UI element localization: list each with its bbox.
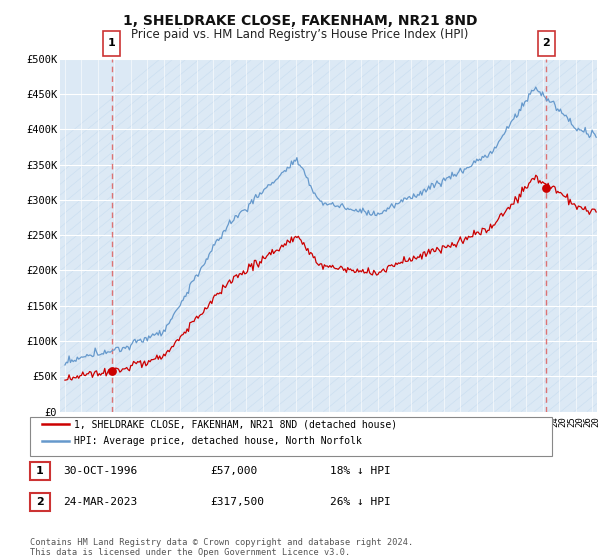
Text: 18% ↓ HPI: 18% ↓ HPI: [330, 466, 391, 476]
Text: £57,000: £57,000: [210, 466, 257, 476]
Text: 1, SHELDRAKE CLOSE, FAKENHAM, NR21 8ND: 1, SHELDRAKE CLOSE, FAKENHAM, NR21 8ND: [123, 14, 477, 28]
Text: Contains HM Land Registry data © Crown copyright and database right 2024.
This d: Contains HM Land Registry data © Crown c…: [30, 538, 413, 557]
Text: 2: 2: [36, 497, 44, 507]
Text: 2: 2: [542, 39, 550, 48]
Point: [107, 367, 116, 376]
Text: HPI: Average price, detached house, North Norfolk: HPI: Average price, detached house, Nort…: [74, 436, 362, 446]
Text: 1, SHELDRAKE CLOSE, FAKENHAM, NR21 8ND (detached house): 1, SHELDRAKE CLOSE, FAKENHAM, NR21 8ND (…: [74, 419, 397, 430]
Text: 1: 1: [107, 39, 115, 48]
Text: 1: 1: [36, 466, 44, 476]
Text: Price paid vs. HM Land Registry’s House Price Index (HPI): Price paid vs. HM Land Registry’s House …: [131, 28, 469, 41]
Text: 26% ↓ HPI: 26% ↓ HPI: [330, 497, 391, 507]
Text: £317,500: £317,500: [210, 497, 264, 507]
Point: [542, 183, 551, 192]
Text: 30-OCT-1996: 30-OCT-1996: [63, 466, 137, 476]
Text: 24-MAR-2023: 24-MAR-2023: [63, 497, 137, 507]
